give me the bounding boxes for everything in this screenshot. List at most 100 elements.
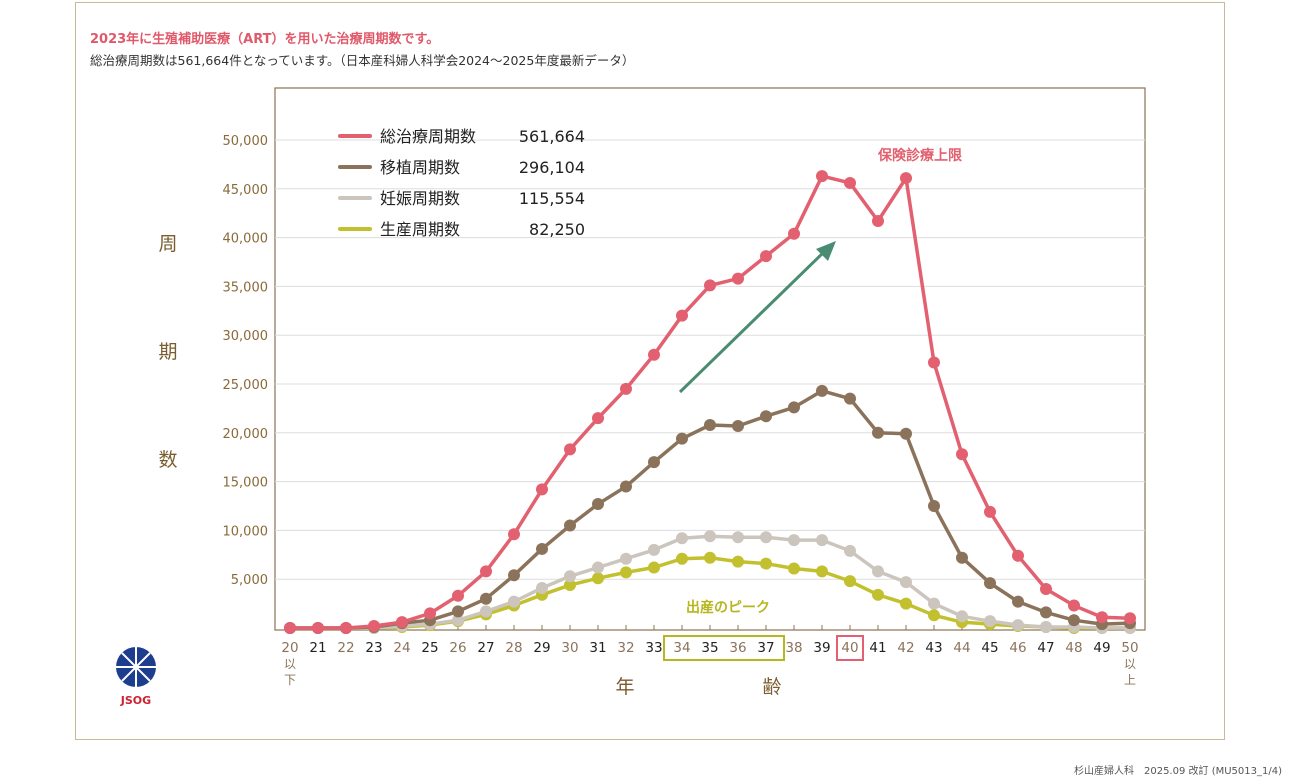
x-tick-label: 23 [365, 640, 382, 656]
data-point [620, 480, 632, 493]
data-point [816, 170, 828, 183]
data-point [592, 498, 604, 511]
legend-label: 妊娠周期数 [380, 189, 460, 208]
data-point [676, 532, 688, 545]
y-axis-label: 周 [158, 233, 177, 255]
data-point [788, 227, 800, 240]
x-tick-label: 45 [981, 640, 998, 656]
x-tick-label: 29 [533, 640, 550, 656]
x-tick-label: 32 [617, 640, 634, 656]
legend-label: 生産周期数 [380, 220, 460, 239]
y-tick-label: 15,000 [223, 476, 269, 491]
data-point [1012, 549, 1024, 562]
insurance-limit-highlight [836, 635, 864, 661]
data-point [648, 456, 660, 469]
data-point [900, 172, 912, 185]
data-point [900, 597, 912, 610]
x-tick-label: 34 [673, 640, 690, 656]
footer-text: 杉山産婦人科 2025.09 改訂 (MU5013_1/4) [1073, 766, 1282, 777]
x-tick-label: 35 [701, 640, 718, 656]
data-point [900, 576, 912, 589]
data-point [760, 531, 772, 544]
data-point [676, 432, 688, 445]
legend-total: 561,664 [519, 127, 585, 146]
legend-label: 総治療周期数 [380, 127, 476, 146]
data-point [620, 552, 632, 565]
annotation-insurance-limit: 保険診療上限 [877, 147, 962, 164]
data-point [536, 581, 548, 594]
data-point [928, 500, 940, 512]
x-tick-label: 39 [813, 640, 830, 656]
x-tick-label: 43 [925, 640, 942, 656]
x-tick-label: 48 [1065, 640, 1082, 656]
data-point [480, 605, 492, 618]
data-point [620, 566, 632, 579]
x-tick-label: 50 [1121, 640, 1138, 656]
data-point [788, 562, 800, 575]
data-point [1040, 582, 1052, 595]
data-point [732, 531, 744, 544]
data-point [424, 607, 436, 620]
data-point [1096, 611, 1108, 624]
data-point [564, 443, 576, 456]
data-point [480, 592, 492, 605]
x-tick-label: 38 [785, 640, 802, 656]
data-point [956, 610, 968, 623]
x-tick-label: 24 [393, 640, 410, 656]
chart-subtitle: 総治療周期数は561,664件となっています。（日本産科婦人科学会2024〜20… [90, 53, 635, 68]
data-point [480, 565, 492, 578]
arrow-head-icon [816, 241, 836, 261]
data-point [956, 551, 968, 564]
x-tick-label: 49 [1093, 640, 1110, 656]
data-point [536, 483, 548, 496]
data-point [508, 569, 520, 582]
data-point [872, 565, 884, 578]
x-tick-label: 41 [869, 640, 886, 656]
birth-peak-highlight [663, 635, 785, 661]
x-tick-label: 33 [645, 640, 662, 656]
legend-total: 115,554 [519, 189, 585, 208]
x-tick-label: 42 [897, 640, 914, 656]
data-point [760, 250, 772, 263]
data-point [1040, 621, 1052, 634]
data-point [564, 570, 576, 583]
x-tick-label: 47 [1037, 640, 1054, 656]
y-axis-label: 期 [158, 341, 177, 363]
legend-total: 82,250 [529, 220, 585, 239]
x-axis-label: 年 [615, 676, 634, 698]
data-point [396, 616, 408, 629]
data-point [788, 534, 800, 547]
data-point [1068, 599, 1080, 612]
data-point [648, 561, 660, 574]
y-tick-label: 40,000 [223, 232, 269, 247]
legend-total: 296,104 [519, 158, 585, 177]
data-point [1012, 619, 1024, 632]
jsog-logo-pattern [116, 647, 156, 687]
data-point [704, 551, 716, 564]
x-tick-label: 27 [477, 640, 494, 656]
chart-title: 2023年に生殖補助医療（ART）を用いた治療周期数です。 [90, 32, 440, 47]
data-point [1012, 595, 1024, 608]
data-point [452, 614, 464, 627]
data-point [508, 595, 520, 608]
data-point [1040, 606, 1052, 619]
chart-frame [75, 2, 1225, 740]
data-point [732, 272, 744, 285]
data-point [816, 384, 828, 397]
x-tick-label: 31 [589, 640, 606, 656]
data-point [452, 605, 464, 618]
x-tick-label: 46 [1009, 640, 1026, 656]
x-tick-sublabel: 上 [1124, 673, 1136, 687]
data-point [732, 555, 744, 568]
data-point [732, 419, 744, 432]
x-tick-label: 44 [953, 640, 970, 656]
annotation-birth-peak: 出産のピーク [686, 599, 770, 616]
data-point [508, 528, 520, 541]
x-tick-sublabel: 下 [284, 673, 296, 687]
y-tick-label: 30,000 [223, 329, 269, 344]
x-tick-label: 26 [449, 640, 466, 656]
data-point [312, 622, 324, 634]
data-point [872, 426, 884, 439]
data-point [368, 620, 380, 633]
